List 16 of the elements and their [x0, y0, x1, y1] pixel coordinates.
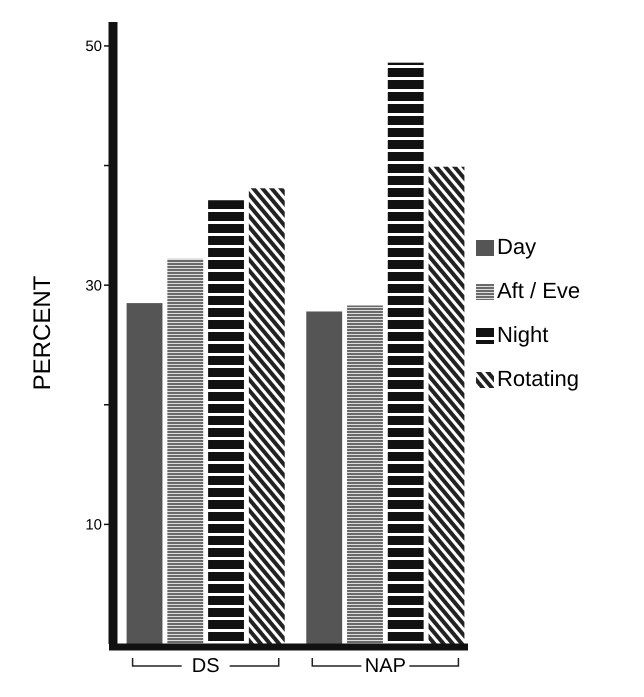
bar: [347, 305, 383, 644]
y-tick-label: 50: [85, 38, 102, 56]
legend-label: Night: [497, 322, 548, 347]
legend-label: Aft / Eve: [497, 278, 580, 303]
x-tick-label: NAP: [364, 655, 406, 677]
bar: [248, 188, 285, 644]
x-tick-label: DS: [192, 655, 220, 677]
bar: [126, 303, 162, 644]
bar: [428, 166, 464, 644]
legend-label: Day: [497, 234, 536, 259]
y-tick-label: 30: [85, 277, 102, 294]
bar: [167, 258, 204, 644]
y-axis-title: PERCENT: [29, 275, 56, 390]
legend-label: Rotating: [497, 366, 579, 391]
bar: [306, 311, 342, 644]
y-tick-label: 10: [85, 516, 102, 534]
